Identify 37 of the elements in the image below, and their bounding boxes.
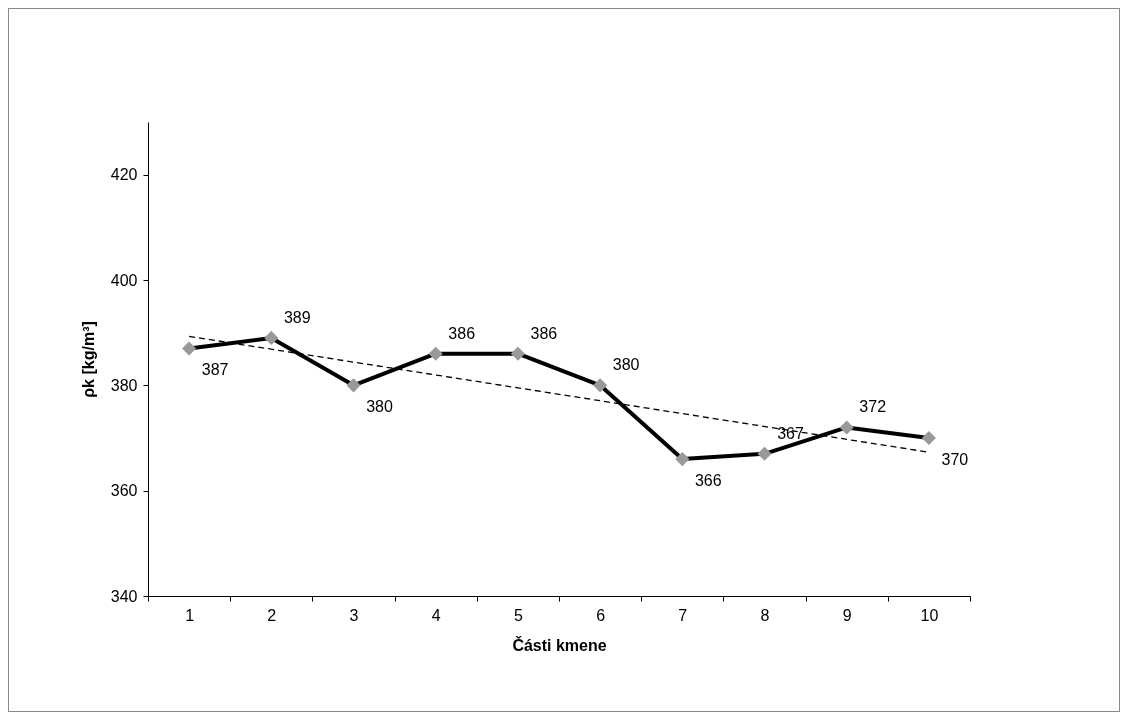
x-tick-label: 9 <box>842 606 852 624</box>
point <box>182 341 197 356</box>
x-tick-label: 6 <box>596 606 606 624</box>
y-tick-label: 420 <box>110 166 138 184</box>
point <box>839 420 854 435</box>
y-tick-label: 360 <box>110 482 138 500</box>
data-label: 386 <box>530 324 558 342</box>
point <box>675 452 690 467</box>
point <box>510 346 525 361</box>
x-tick-label: 7 <box>678 606 688 624</box>
data-label: 380 <box>366 398 393 416</box>
x-tick-label: 4 <box>431 606 441 624</box>
point <box>921 430 936 446</box>
point <box>593 378 608 393</box>
x-tick-label: 2 <box>267 606 277 624</box>
x-tick-label: 10 <box>920 606 939 624</box>
x-tick-label: 5 <box>513 606 523 624</box>
data-label: 366 <box>694 472 722 490</box>
data-label: 380 <box>612 356 640 374</box>
data-label: 370 <box>941 451 969 468</box>
data-label: 387 <box>201 361 229 379</box>
x-tick-label: 3 <box>349 606 359 624</box>
x-tick-label: 8 <box>760 606 770 624</box>
x-axis-title: Části kmene <box>512 635 607 654</box>
x-tick-label: 1 <box>185 606 195 624</box>
point <box>264 330 279 345</box>
y-axis-title: ρk [kg/m³] <box>79 321 97 398</box>
point <box>346 378 361 393</box>
point <box>757 446 772 461</box>
data-label: 367 <box>777 424 804 442</box>
y-tick-label: 380 <box>110 376 138 394</box>
data-label: 386 <box>448 324 476 342</box>
y-tick-label: 400 <box>110 271 138 289</box>
y-tick-label: 340 <box>110 587 138 605</box>
data-label: 389 <box>283 308 311 326</box>
point <box>428 346 443 361</box>
data-label: 372 <box>859 398 887 416</box>
